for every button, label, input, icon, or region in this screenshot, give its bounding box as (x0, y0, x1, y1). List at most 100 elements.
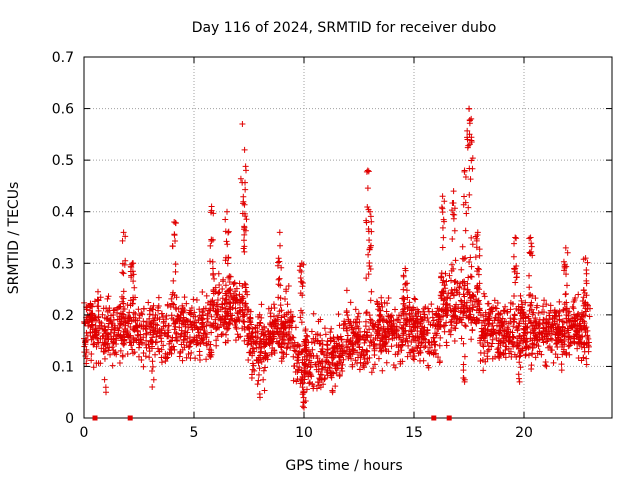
data-point (552, 331, 559, 338)
data-point (364, 333, 371, 340)
data-point (313, 385, 320, 392)
burst-point (450, 265, 457, 272)
data-point (179, 346, 186, 353)
data-point (575, 332, 582, 339)
data-point (436, 342, 443, 349)
burst-peak-point (466, 105, 472, 112)
burst-point (448, 207, 455, 214)
burst-point (448, 261, 455, 268)
data-point (132, 310, 139, 317)
data-point (480, 367, 487, 374)
data-point (558, 361, 565, 368)
data-point (138, 356, 145, 363)
burst-point (582, 299, 589, 306)
data-point (563, 311, 570, 318)
data-point (175, 305, 182, 312)
data-point (501, 318, 508, 325)
data-point (379, 303, 386, 310)
data-point (522, 320, 529, 327)
data-point (358, 350, 365, 357)
burst-point (562, 290, 569, 297)
data-point (489, 331, 496, 338)
data-point (554, 354, 561, 361)
data-point (435, 308, 442, 315)
data-point (83, 355, 90, 362)
burst-point (122, 233, 129, 240)
burst-point (225, 274, 232, 281)
burst-point (242, 288, 249, 295)
data-point (405, 342, 412, 349)
data-point (323, 369, 330, 376)
burst-point (561, 263, 568, 270)
data-point (529, 350, 536, 357)
burst-peak-point (241, 146, 248, 153)
data-point (346, 346, 353, 353)
data-point (484, 348, 491, 355)
data-point (421, 311, 428, 318)
y-tick-label: 0.7 (52, 50, 74, 66)
burst-point (224, 260, 231, 267)
low-point (515, 342, 522, 349)
data-point (406, 299, 413, 306)
data-point (344, 312, 351, 319)
burst-point (119, 321, 126, 328)
data-point (292, 324, 299, 331)
data-point (435, 313, 442, 320)
low-point (149, 363, 156, 370)
data-point (414, 306, 421, 313)
data-point (198, 335, 205, 342)
data-point (247, 308, 254, 315)
data-point (550, 324, 557, 331)
data-point (425, 348, 432, 355)
burst-point (460, 286, 467, 293)
data-point (374, 327, 381, 334)
data-point (258, 358, 265, 365)
data-point (306, 357, 313, 364)
data-point (131, 327, 138, 334)
data-point (410, 353, 417, 360)
data-point (578, 357, 585, 364)
data-point (370, 326, 377, 333)
data-point (140, 318, 147, 325)
data-point (135, 353, 142, 360)
burst-point (363, 219, 370, 226)
data-point (570, 333, 577, 340)
data-point (343, 287, 350, 294)
data-point (347, 299, 354, 306)
data-point (106, 305, 113, 312)
data-point (576, 335, 583, 342)
burst-point (526, 284, 533, 291)
data-point (156, 348, 163, 355)
data-point (207, 353, 214, 360)
data-point (507, 315, 514, 322)
data-point (312, 361, 319, 368)
data-point (221, 308, 228, 315)
burst-point (365, 251, 372, 258)
burst-point (241, 311, 248, 318)
data-point (98, 320, 105, 327)
data-point (479, 328, 486, 335)
data-point (536, 348, 543, 355)
data-point (200, 312, 207, 319)
data-point (569, 303, 576, 310)
data-point (261, 387, 268, 394)
data-point (305, 339, 312, 346)
data-point (253, 356, 260, 363)
data-point (378, 348, 385, 355)
burst-point (170, 277, 177, 284)
data-point (107, 351, 114, 358)
data-point (430, 317, 437, 324)
data-point (283, 286, 290, 293)
burst-point (275, 255, 282, 262)
data-point (517, 310, 524, 317)
data-point (502, 347, 509, 354)
data-point (542, 362, 549, 369)
data-point (178, 327, 185, 334)
burst-point (450, 215, 457, 222)
burst-point (583, 270, 590, 277)
burst-point (510, 253, 517, 260)
burst-point (449, 235, 456, 242)
low-point (329, 349, 336, 356)
burst-point (460, 278, 467, 285)
data-points (81, 105, 593, 411)
